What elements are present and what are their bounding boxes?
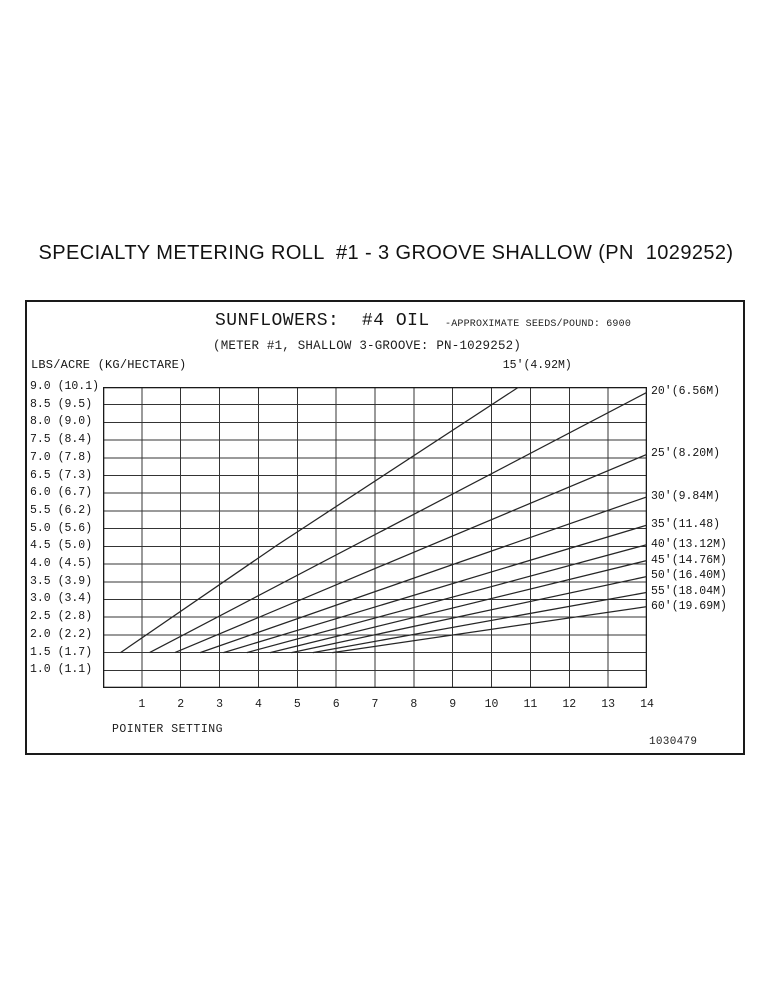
x-tick-label: 5 [293,698,301,711]
series-label-20ft: 20'(6.56M) [651,385,721,399]
x-tick-label: 11 [523,698,538,711]
y-tick-label: 6.0 (6.7) [30,486,93,500]
x-tick-label: 4 [254,698,262,711]
y-tick-label: 1.5 (1.7) [30,645,93,659]
x-tick-label: 1 [138,698,146,711]
x-tick-label: 14 [640,698,654,711]
rate-line-55ft [312,591,647,654]
series-label-25ft: 25'(8.20M) [651,447,721,461]
rate-chart-plot [103,387,647,688]
x-tick-label: 9 [449,698,457,711]
x-tick-label: 3 [216,698,224,711]
chart-title: SUNFLOWERS: #4 OIL [215,311,430,331]
plot-number: 1030479 [649,736,698,748]
y-tick-label: 3.5 (3.9) [30,574,93,588]
rate-line-50ft [291,575,647,654]
chart-subtitle: (METER #1, SHALLOW 3-GROOVE: PN-1029252) [213,339,522,353]
x-tick-label: 6 [332,698,340,711]
y-tick-label: 7.0 (7.8) [30,450,93,464]
rate-line-35ft [223,524,647,654]
chart-title-note: -APPROXIMATE SEEDS/POUND: 6900 [445,319,632,330]
y-tick-label: 9.0 (10.1) [30,380,100,393]
rate-line-30ft [199,496,647,654]
series-label-35ft: 35'(11.48) [651,518,721,532]
y-tick-label: 5.0 (5.6) [30,521,93,535]
x-axis-title: POINTER SETTING [112,723,224,736]
rate-line-20ft [149,391,647,654]
plot-border [103,387,647,688]
x-tick-label: 10 [484,698,499,711]
y-tick-label: 7.5 (8.4) [30,433,93,447]
y-tick-label: 4.5 (5.0) [30,539,93,553]
y-tick-label: 5.5 (6.2) [30,503,93,517]
rate-line-25ft [174,453,647,654]
rate-line-40ft [246,543,647,654]
y-tick-label: 3.0 (3.4) [30,592,93,606]
series-label-45ft: 45'(14.76M) [651,553,727,567]
y-tick-label: 1.0 (1.1) [30,663,93,677]
x-tick-label: 13 [601,698,616,711]
y-tick-label: 8.0 (9.0) [30,415,93,429]
y-tick-label: 6.5 (7.3) [30,468,93,482]
series-label-30ft: 30'(9.84M) [651,489,721,503]
chart-frame: SUNFLOWERS: #4 OIL -APPROXIMATE SEEDS/PO… [25,300,745,755]
rate-line-45ft [269,559,647,654]
document-title: SPECIALTY METERING ROLL #1 - 3 GROOVE SH… [38,242,734,264]
x-tick-label: 12 [562,698,577,711]
x-tick-label: 8 [410,698,418,711]
y-tick-label: 2.0 (2.2) [30,627,93,641]
series-label-15ft: 15'(4.92M) [502,359,572,372]
x-tick-label: 7 [371,698,379,711]
rate-line-15ft [120,387,520,654]
series-label-40ft: 40'(13.12M) [651,537,727,551]
x-tick-label: 2 [177,698,185,711]
y-tick-label: 4.0 (4.5) [30,557,93,571]
series-label-50ft: 50'(16.40M) [651,569,727,583]
series-label-60ft: 60'(19.69M) [651,599,727,613]
y-axis-title: LBS/ACRE (KG/HECTARE) [31,358,187,372]
rate-line-60ft [332,605,647,654]
y-tick-label: 2.5 (2.8) [30,610,93,624]
y-tick-label: 8.5 (9.5) [30,397,93,411]
series-label-55ft: 55'(18.04M) [651,585,727,599]
